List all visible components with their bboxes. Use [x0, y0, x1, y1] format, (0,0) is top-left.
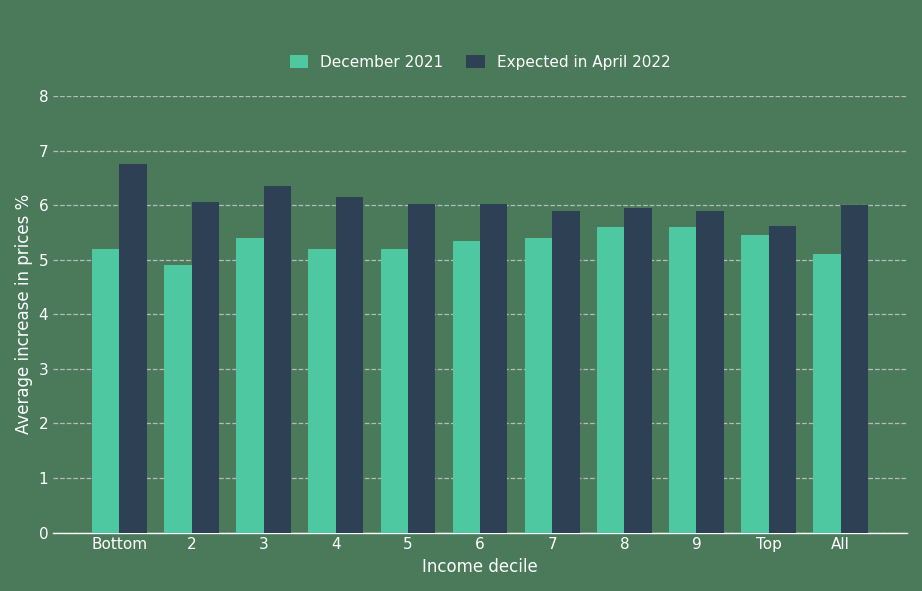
Bar: [480, 204, 507, 532]
Bar: [381, 249, 408, 532]
Bar: [119, 164, 147, 532]
Bar: [336, 197, 363, 532]
Bar: [696, 210, 724, 532]
Y-axis label: Average increase in prices %: Average increase in prices %: [15, 194, 33, 434]
Bar: [236, 238, 264, 532]
Bar: [741, 235, 769, 532]
Bar: [552, 210, 580, 532]
Bar: [192, 203, 219, 532]
Bar: [597, 227, 624, 532]
Bar: [264, 186, 291, 532]
Bar: [669, 227, 696, 532]
Bar: [841, 205, 869, 532]
Bar: [408, 204, 435, 532]
Legend: December 2021, Expected in April 2022: December 2021, Expected in April 2022: [282, 47, 678, 77]
Bar: [453, 241, 480, 532]
Bar: [769, 226, 796, 532]
X-axis label: Income decile: Income decile: [422, 558, 538, 576]
Bar: [164, 265, 192, 532]
Bar: [92, 249, 119, 532]
Bar: [813, 254, 841, 532]
Bar: [624, 208, 652, 532]
Bar: [308, 249, 336, 532]
Bar: [525, 238, 552, 532]
